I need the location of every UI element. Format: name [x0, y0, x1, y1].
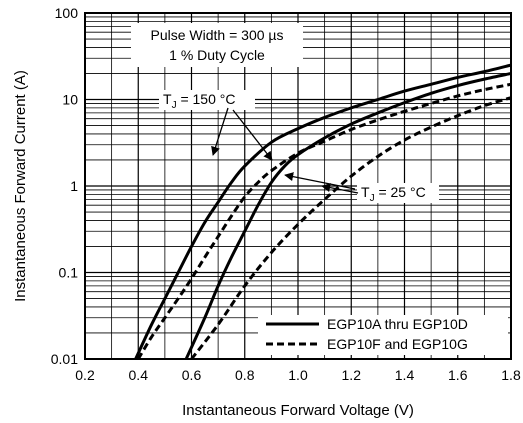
y-tick-label: 100: [55, 5, 79, 21]
legend: EGP10A thru EGP10D EGP10F and EGP10G: [258, 315, 508, 355]
y-axis-label: Instantaneous Forward Current (A): [12, 70, 29, 302]
curve-solid-1: [184, 71, 512, 360]
tj-25-label: TJ = 25 °C: [361, 184, 426, 204]
x-tick-label: 0.2: [75, 367, 95, 383]
annotation-arrow: [321, 183, 359, 194]
x-tick-label: 1.4: [395, 367, 415, 383]
pulse-note-line: Pulse Width = 300 µs: [151, 27, 284, 43]
curve-solid-0: [134, 63, 512, 360]
annotation-arrow: [284, 172, 356, 190]
annotations: Pulse Width = 300 µs 1 % Duty Cycle TJ = 1…: [131, 23, 439, 204]
curve-dashed-2: [136, 82, 512, 360]
tj-150-label-box: [159, 90, 255, 110]
annotation-arrow: [232, 109, 273, 161]
x-tick-label: 1.0: [288, 367, 308, 383]
y-tick-label: 0.01: [51, 351, 78, 367]
tj-150-label: TJ = 150 °C: [163, 91, 235, 111]
x-tick-label: 0.6: [182, 367, 202, 383]
tj-25-label-box: [357, 183, 439, 203]
y-tick-label: 0.1: [59, 265, 79, 281]
x-axis-label: Instantaneous Forward Voltage (V): [182, 402, 414, 419]
tick-labels: 0.2 0.4 0.6 0.8 1.0 1.2 1.4 1.6 1.8 0.01 0.1 1 10 100: [51, 5, 521, 383]
x-tick-label: 1.6: [448, 367, 468, 383]
x-tick-label: 1.2: [342, 367, 362, 383]
legend-label: EGP10F and EGP10G: [327, 336, 468, 352]
legend-box: [258, 315, 508, 355]
y-tick-label: 10: [62, 92, 78, 108]
curve-dashed-3: [190, 96, 512, 360]
annotation-arrow: [211, 107, 229, 156]
legend-label: EGP10A thru EGP10D: [327, 316, 468, 332]
pulse-note-box: [131, 23, 303, 67]
x-tick-label: 0.8: [235, 367, 255, 383]
curves: [134, 63, 512, 360]
x-tick-label: 1.8: [501, 367, 521, 383]
pulse-note-line: 1 % Duty Cycle: [169, 47, 265, 63]
y-tick-label: 1: [70, 178, 78, 194]
x-tick-label: 0.4: [129, 367, 149, 383]
plot-frame: [84, 12, 512, 360]
